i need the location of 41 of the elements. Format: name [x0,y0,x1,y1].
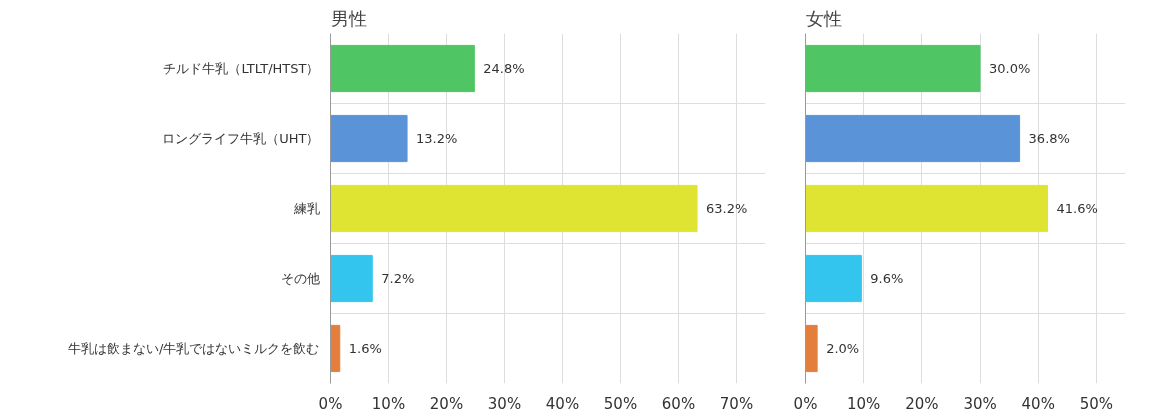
bar [330,114,408,163]
bar [330,44,475,93]
bar [330,184,698,233]
data-label: 63.2% [706,201,748,216]
data-label: 30.0% [989,61,1031,76]
data-label: 24.8% [483,61,525,76]
x-tick-label: 10% [371,394,406,413]
data-label: 36.8% [1028,131,1070,146]
y-tick-label: その他 [280,271,320,286]
y-tick-label: ロングライフ牛乳（UHT） [162,131,320,146]
x-tick-label: 30% [487,394,522,413]
chart-title: 女性 [805,7,842,29]
x-tick-label: 50% [1079,394,1114,413]
data-label: 41.6% [1056,201,1098,216]
data-label: 9.6% [870,271,904,286]
bar [805,254,862,303]
x-tick-label: 50% [603,394,638,413]
data-label: 7.2% [381,271,415,286]
y-tick-label: チルド牛乳（LTLT/HTST） [163,61,320,76]
bar [330,324,341,373]
bar [805,184,1049,233]
x-tick-label: 60% [661,394,696,413]
y-tick-label: 練乳 [292,201,320,216]
bar [330,254,373,303]
data-label: 2.0% [826,341,860,356]
x-tick-label: 0% [318,394,343,413]
y-tick-label: 牛乳は飲まない/牛乳ではないミルクを飲む [68,341,320,356]
chart-title: 男性 [330,7,367,29]
bar [805,114,1021,163]
x-tick-label: 0% [793,394,818,413]
x-tick-label: 20% [905,394,939,413]
x-tick-label: 70% [719,394,754,413]
x-tick-label: 40% [545,394,580,413]
x-tick-label: 10% [847,394,881,413]
bar [805,44,981,93]
data-label: 13.2% [416,131,458,146]
bar [805,324,818,373]
x-tick-label: 40% [1021,394,1055,413]
x-tick-label: 20% [429,394,464,413]
data-label: 1.6% [348,341,382,356]
x-tick-label: 30% [963,394,997,413]
